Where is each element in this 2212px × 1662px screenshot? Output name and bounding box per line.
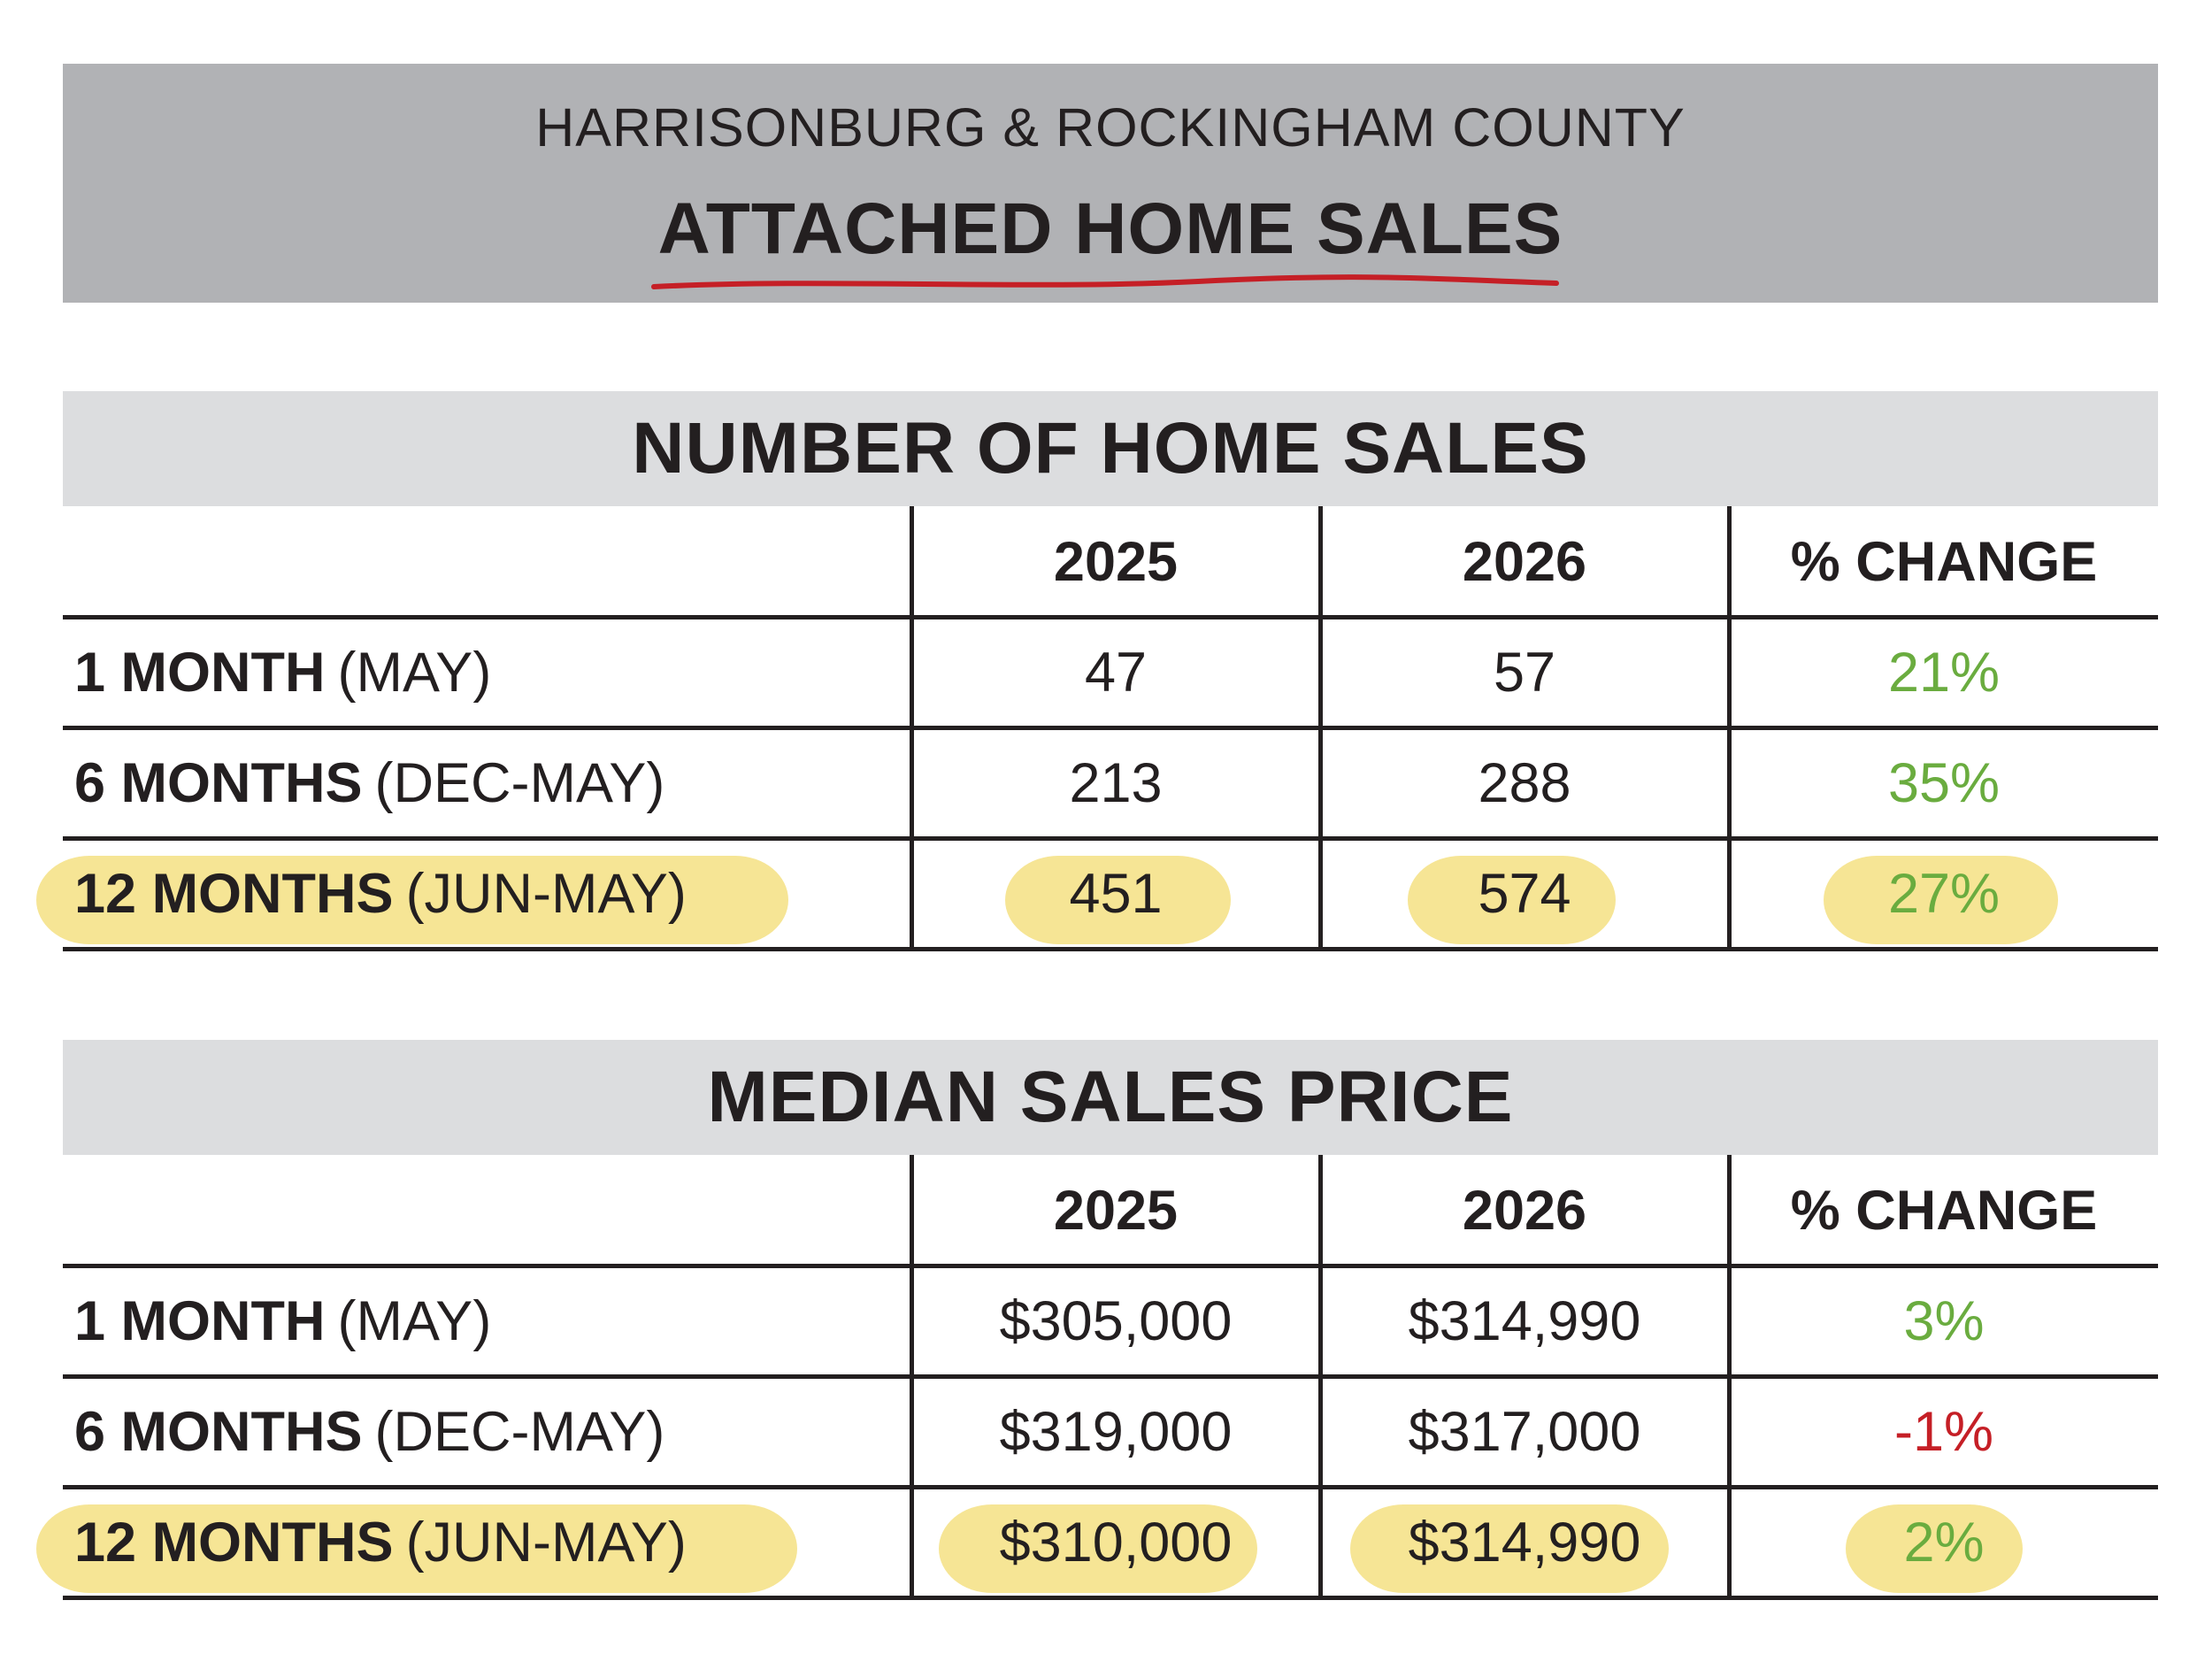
row-period: 1 MONTH: [74, 641, 326, 704]
value-2026: 574: [1321, 838, 1728, 949]
row-divider: [63, 1374, 2158, 1379]
column-divider: [910, 1155, 914, 1597]
row-range: (JUN-MAY): [406, 862, 687, 926]
row-period: 6 MONTHS: [74, 1400, 363, 1464]
value-2026: $314,990: [1321, 1487, 1728, 1597]
value-2025: 451: [912, 838, 1319, 949]
column-header-2025: 2025: [912, 506, 1319, 617]
value-2025: 213: [912, 727, 1319, 838]
row-range: (JUN-MAY): [406, 1511, 687, 1574]
row-period: 6 MONTHS: [74, 751, 363, 815]
value-2026: $314,990: [1321, 1266, 1728, 1376]
table-header-row: 2025 2026 % CHANGE: [63, 506, 2158, 617]
row-divider: [63, 947, 2158, 951]
row-period: 12 MONTHS: [74, 1511, 394, 1574]
column-divider: [1318, 1155, 1323, 1597]
red-underline-icon: [649, 271, 1561, 297]
row-label: 1 MONTH (MAY): [74, 1266, 491, 1376]
section-title-number-of-sales: NUMBER OF HOME SALES: [63, 391, 2158, 506]
row-divider: [63, 1485, 2158, 1489]
table-row: 1 MONTH (MAY) $305,000 $314,990 3%: [63, 1266, 2158, 1376]
row-period: 1 MONTH: [74, 1289, 326, 1353]
value-2025: $305,000: [912, 1266, 1319, 1376]
column-header-change: % CHANGE: [1730, 1155, 2158, 1266]
row-range: (DEC-MAY): [375, 751, 665, 815]
value-2025: 47: [912, 617, 1319, 727]
value-2026: 57: [1321, 617, 1728, 727]
row-label: 12 MONTHS (JUN-MAY): [74, 1487, 687, 1597]
column-header-2026: 2026: [1321, 1155, 1728, 1266]
row-range: (MAY): [338, 1289, 492, 1353]
percent-change: 3%: [1730, 1266, 2158, 1376]
column-header-change: % CHANGE: [1730, 506, 2158, 617]
value-2026: 288: [1321, 727, 1728, 838]
table-row: 6 MONTHS (DEC-MAY) $319,000 $317,000 -1%: [63, 1376, 2158, 1487]
percent-change: 27%: [1730, 838, 2158, 949]
table-header-row: 2025 2026 % CHANGE: [63, 1155, 2158, 1266]
row-divider: [63, 1596, 2158, 1600]
table-row: 6 MONTHS (DEC-MAY) 213 288 35%: [63, 727, 2158, 838]
report-title-text: ATTACHED HOME SALES: [658, 189, 1563, 269]
row-label: 12 MONTHS (JUN-MAY): [74, 838, 687, 949]
row-divider: [63, 836, 2158, 841]
row-range: (MAY): [338, 641, 492, 704]
column-divider: [1727, 1155, 1732, 1597]
table-row: 12 MONTHS (JUN-MAY) 451 574 27%: [63, 838, 2158, 949]
value-2026: $317,000: [1321, 1376, 1728, 1487]
value-2025: $319,000: [912, 1376, 1319, 1487]
row-label: 6 MONTHS (DEC-MAY): [74, 727, 664, 838]
value-2025: $310,000: [912, 1487, 1319, 1597]
percent-change: -1%: [1730, 1376, 2158, 1487]
percent-change: 21%: [1730, 617, 2158, 727]
column-divider: [910, 506, 914, 949]
row-range: (DEC-MAY): [375, 1400, 665, 1464]
report-subtitle: HARRISONBURG & ROCKINGHAM COUNTY: [63, 96, 2158, 158]
column-header-2026: 2026: [1321, 506, 1728, 617]
percent-change: 2%: [1730, 1487, 2158, 1597]
percent-change: 35%: [1730, 727, 2158, 838]
row-divider: [63, 1264, 2158, 1268]
column-divider: [1727, 506, 1732, 949]
table-row: 12 MONTHS (JUN-MAY) $310,000 $314,990 2%: [63, 1487, 2158, 1597]
table-row: 1 MONTH (MAY) 47 57 21%: [63, 617, 2158, 727]
column-divider: [1318, 506, 1323, 949]
report-header: HARRISONBURG & ROCKINGHAM COUNTY ATTACHE…: [63, 64, 2158, 303]
row-divider: [63, 615, 2158, 619]
row-divider: [63, 726, 2158, 730]
section-title-median-price: MEDIAN SALES PRICE: [63, 1040, 2158, 1155]
row-period: 12 MONTHS: [74, 862, 394, 926]
column-header-2025: 2025: [912, 1155, 1319, 1266]
row-label: 6 MONTHS (DEC-MAY): [74, 1376, 664, 1487]
report-title: ATTACHED HOME SALES: [658, 188, 1563, 271]
row-label: 1 MONTH (MAY): [74, 617, 491, 727]
